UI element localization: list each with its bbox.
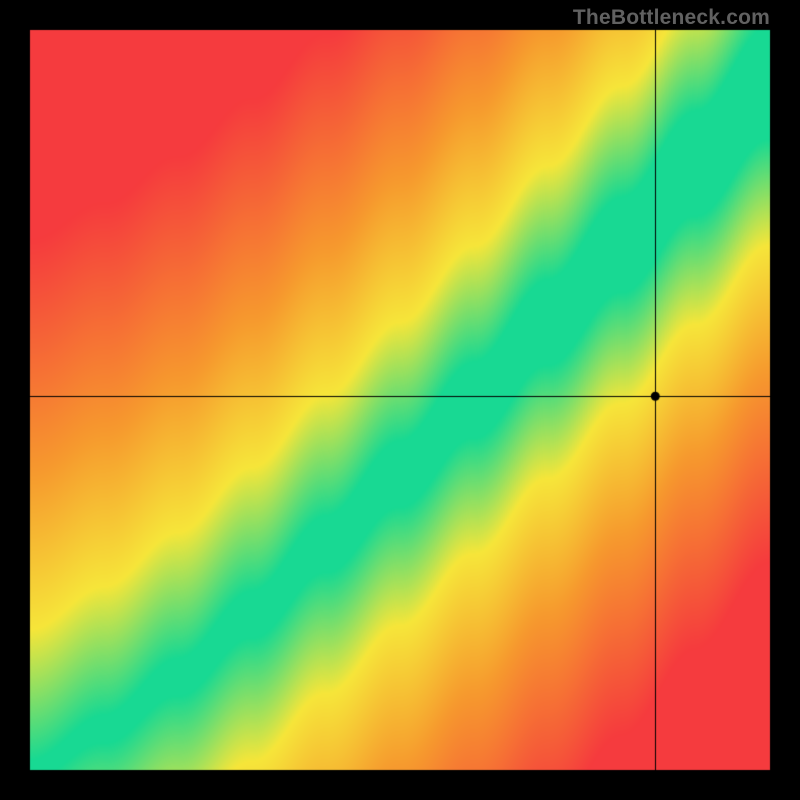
chart-container: TheBottleneck.com xyxy=(0,0,800,800)
bottleneck-heatmap xyxy=(0,0,800,800)
watermark-text: TheBottleneck.com xyxy=(573,6,770,30)
